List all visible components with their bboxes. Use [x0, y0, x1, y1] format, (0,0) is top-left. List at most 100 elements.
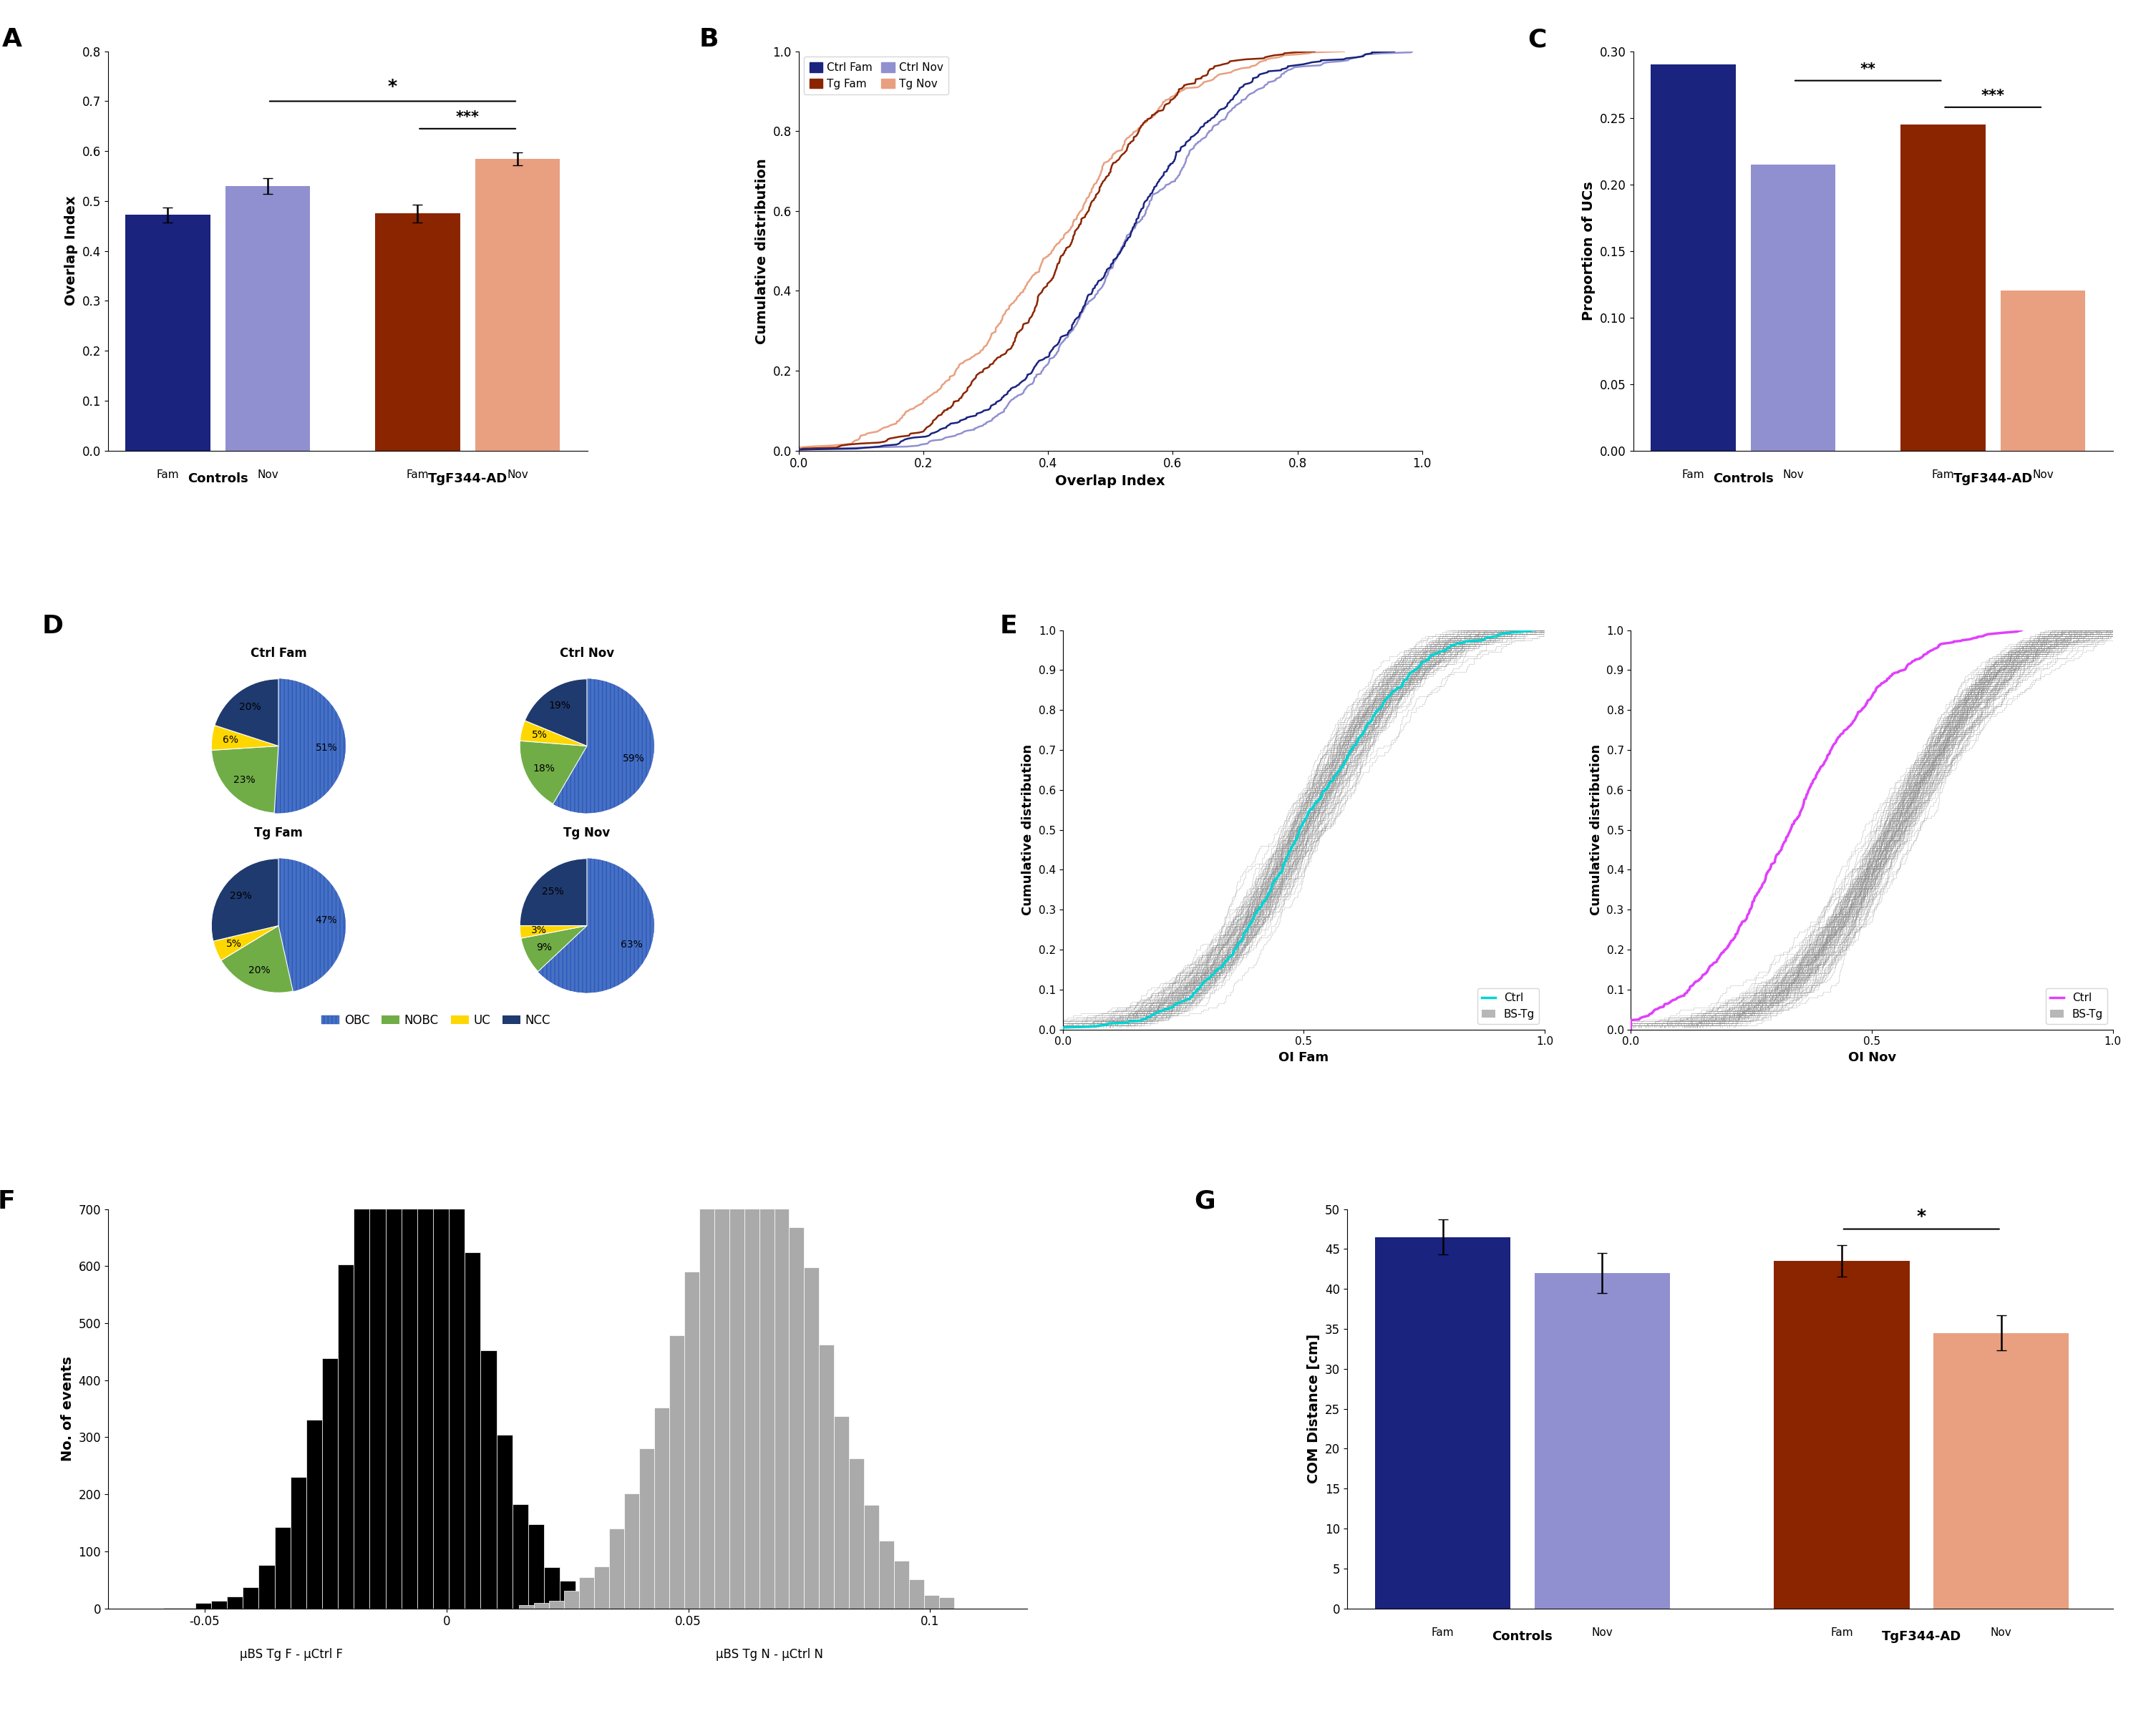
Wedge shape	[520, 720, 586, 746]
Bar	[849, 1458, 865, 1608]
Wedge shape	[522, 926, 586, 972]
Wedge shape	[222, 926, 293, 992]
Bar	[496, 1436, 513, 1608]
Bar	[595, 1567, 608, 1608]
Bar	[714, 1140, 729, 1608]
Legend: Ctrl, BS-Tg: Ctrl, BS-Tg	[1477, 989, 1539, 1023]
Wedge shape	[524, 679, 586, 746]
Text: E: E	[1000, 614, 1018, 638]
Bar	[211, 1601, 226, 1608]
Y-axis label: Overlap Index: Overlap Index	[65, 197, 78, 306]
Bar	[291, 1477, 306, 1608]
Bar	[561, 1581, 576, 1608]
Bar	[338, 1264, 354, 1608]
Title: Ctrl Nov: Ctrl Nov	[561, 647, 614, 660]
Text: 20%: 20%	[248, 965, 270, 975]
Bar	[543, 1567, 561, 1608]
Text: G: G	[1194, 1189, 1216, 1213]
Text: 5%: 5%	[226, 939, 241, 950]
Text: D: D	[43, 614, 65, 638]
Text: 23%: 23%	[233, 775, 254, 785]
Title: Tg Fam: Tg Fam	[254, 826, 302, 840]
Bar	[683, 1271, 699, 1608]
Legend: Ctrl Fam, Tg Fam, Ctrl Nov, Tg Nov: Ctrl Fam, Tg Fam, Ctrl Nov, Tg Nov	[804, 56, 949, 94]
Bar	[940, 1598, 955, 1608]
Y-axis label: COM Distance [cm]: COM Distance [cm]	[1307, 1335, 1322, 1483]
Y-axis label: Proportion of UCs: Proportion of UCs	[1583, 181, 1595, 320]
Text: Fam: Fam	[1932, 471, 1953, 481]
Wedge shape	[520, 741, 586, 804]
X-axis label: OI Nov: OI Nov	[1848, 1051, 1895, 1064]
Text: 9%: 9%	[537, 943, 552, 953]
Text: 6%: 6%	[222, 736, 239, 744]
Bar	[375, 214, 459, 450]
Text: 3%: 3%	[530, 926, 548, 936]
Bar	[418, 1032, 433, 1608]
Y-axis label: Cumulative distribution: Cumulative distribution	[1589, 744, 1602, 915]
Text: 25%: 25%	[541, 886, 563, 897]
Bar	[481, 1350, 496, 1608]
X-axis label: OI Fam: OI Fam	[1279, 1051, 1328, 1064]
Bar	[386, 1075, 401, 1608]
Wedge shape	[554, 679, 653, 813]
Bar	[2001, 291, 2085, 450]
Text: 47%: 47%	[315, 915, 338, 926]
Title: Ctrl Fam: Ctrl Fam	[250, 647, 306, 660]
Y-axis label: Cumulative distribution: Cumulative distribution	[755, 157, 770, 344]
Wedge shape	[539, 859, 653, 992]
Bar	[306, 1420, 321, 1608]
Text: 19%: 19%	[550, 702, 571, 710]
Bar	[880, 1540, 895, 1608]
Bar	[744, 1116, 759, 1608]
Text: F: F	[0, 1189, 15, 1213]
Bar	[1934, 1333, 2070, 1608]
Wedge shape	[211, 725, 278, 749]
Bar	[1751, 164, 1835, 450]
Bar	[1651, 65, 1736, 450]
Bar	[528, 1525, 543, 1608]
Bar	[1774, 1261, 1910, 1608]
Bar	[433, 1097, 448, 1608]
Bar	[401, 1056, 418, 1608]
Wedge shape	[211, 746, 278, 813]
Bar	[259, 1566, 274, 1608]
Bar	[321, 1359, 338, 1608]
Text: 29%: 29%	[229, 891, 252, 900]
Text: Fam: Fam	[157, 471, 179, 481]
Bar	[274, 1526, 291, 1608]
Text: *: *	[1917, 1208, 1925, 1225]
Wedge shape	[520, 859, 586, 926]
Bar	[474, 159, 561, 450]
Text: Nov: Nov	[1990, 1627, 2012, 1637]
Wedge shape	[213, 926, 278, 960]
Bar	[774, 1155, 789, 1608]
Bar	[466, 1252, 481, 1608]
Bar	[638, 1449, 653, 1608]
Bar	[224, 186, 310, 450]
Text: Fam: Fam	[405, 471, 429, 481]
Bar	[729, 1098, 744, 1608]
Text: Nov: Nov	[2033, 471, 2053, 481]
Wedge shape	[216, 679, 278, 746]
Bar	[369, 1092, 386, 1608]
Legend: Ctrl, BS-Tg: Ctrl, BS-Tg	[2046, 989, 2106, 1023]
Bar	[576, 1596, 591, 1608]
Bar	[550, 1601, 565, 1608]
Text: 51%: 51%	[315, 743, 338, 753]
X-axis label: Overlap Index: Overlap Index	[1054, 474, 1166, 488]
Bar	[125, 216, 211, 450]
Text: 59%: 59%	[623, 753, 645, 763]
Text: Nov: Nov	[507, 471, 528, 481]
Bar	[1902, 125, 1986, 450]
Text: Nov: Nov	[257, 471, 278, 481]
Wedge shape	[274, 679, 345, 813]
Bar	[1376, 1237, 1511, 1608]
Bar	[910, 1579, 925, 1608]
Bar	[925, 1595, 940, 1608]
Text: C: C	[1529, 27, 1546, 51]
Bar	[834, 1417, 849, 1608]
Bar	[623, 1494, 638, 1608]
Bar	[895, 1560, 910, 1608]
Bar	[513, 1504, 528, 1608]
Y-axis label: Cumulative distribution: Cumulative distribution	[1022, 744, 1035, 915]
